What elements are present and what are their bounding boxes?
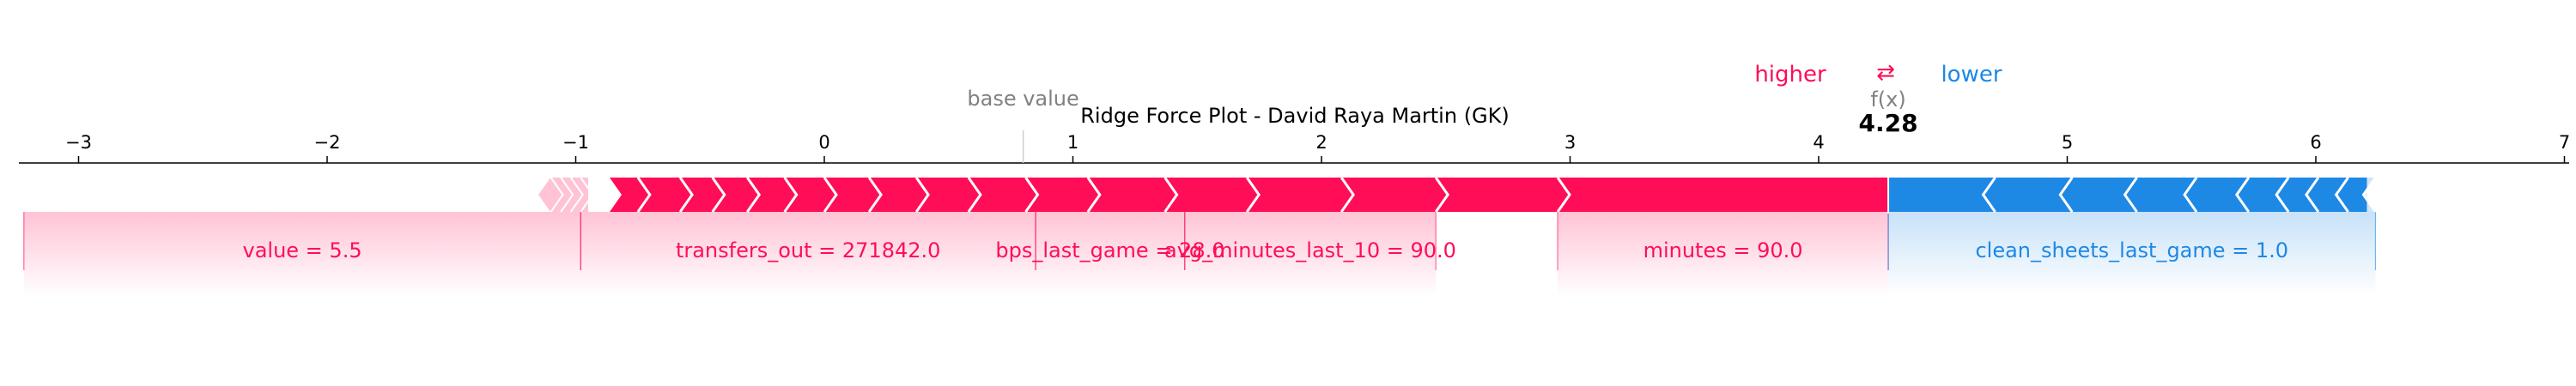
positive-force-segment [1558, 178, 1889, 212]
positive-force-segment [637, 178, 693, 212]
legend-arrows-icon: ⇄ [1876, 60, 1895, 86]
legend-higher: higher [1754, 62, 1826, 87]
segment-separator [2334, 177, 2349, 213]
segment-separator [2058, 177, 2074, 213]
legend-lower: lower [1941, 62, 2002, 87]
segment-separator [606, 177, 622, 213]
feature-label-layer: value = 5.5 transfers_out = 271842.0 bps_l… [23, 212, 2377, 296]
segment-separator [550, 177, 564, 213]
fx-value: 4.28 [1859, 109, 1918, 137]
segment-separator [1024, 177, 1040, 213]
segment-separator [2183, 177, 2198, 213]
segment-separator [597, 177, 611, 213]
segment-separator [636, 177, 652, 213]
label-fade [1888, 212, 2376, 296]
x-axis: −3 −2 −1 0 1 2 3 4 5 6 7 [19, 132, 2570, 164]
label-fade [1558, 212, 1889, 296]
segment-separator [711, 177, 726, 213]
feature-label-group: minutes = 90.0 [1557, 212, 1889, 296]
negative-force-segment [2124, 178, 2197, 212]
segment-separator [1245, 177, 1261, 213]
negative-force-segment [2236, 178, 2289, 212]
x-tick-label: 4 [1813, 132, 1824, 153]
positive-force-segment [1164, 178, 1260, 212]
force-bar-layer [538, 176, 2377, 214]
positive-force-segment [608, 178, 650, 212]
segment-separator [1556, 177, 1571, 213]
positive-force-segment [747, 178, 797, 212]
label-fade [1036, 212, 1185, 296]
base-value-label: base value [967, 87, 1078, 111]
x-tick-label: 2 [1315, 132, 1327, 153]
positive-force-segment [1025, 178, 1100, 212]
feature-label-group: clean_sheets_last_game = 1.0 [1887, 212, 2377, 296]
positive-force-segment [1087, 178, 1177, 212]
segment-separator [1981, 177, 1996, 213]
negative-force-segment [2306, 178, 2348, 212]
x-tick-label: −3 [65, 132, 92, 153]
segment-separator [560, 177, 574, 213]
feature-label-group: transfers_out = 271842.0 [580, 212, 1036, 296]
positive-force-segment [916, 178, 981, 212]
fx-label: f(x) [1870, 87, 1905, 112]
segment-separator [580, 177, 594, 213]
positive-force-segment [869, 178, 929, 212]
segment-separator [783, 177, 799, 213]
positive-force-segment [1436, 178, 1571, 212]
segment-separator [2235, 177, 2251, 213]
positive-force-segment [824, 178, 882, 212]
negative-force-segment [2184, 178, 2249, 212]
feature-label: value = 5.5 [243, 238, 362, 262]
feature-label: avg_minutes_last_10 = 90.0 [1164, 238, 1456, 262]
x-tick-label: 7 [2559, 132, 2570, 153]
segment-separator [2123, 177, 2138, 213]
segment-separator [1434, 177, 1450, 213]
x-tick-label: −1 [562, 132, 589, 153]
segment-separator [590, 177, 605, 213]
negative-force-segment [2276, 178, 2318, 212]
label-fade [580, 212, 1036, 296]
segment-separator [2305, 177, 2320, 213]
segment-separator [823, 177, 838, 213]
label-fade [23, 212, 581, 296]
x-tick-label: 5 [2062, 132, 2073, 153]
negative-force-segment [2060, 178, 2137, 212]
segment-separator [967, 177, 982, 213]
segment-separator [678, 177, 694, 213]
segment-separator [569, 177, 584, 213]
feature-label: minutes = 90.0 [1643, 238, 1803, 262]
segment-separator [2275, 177, 2290, 213]
x-tick-label: 1 [1067, 132, 1078, 153]
x-tick-label: 6 [2310, 132, 2321, 153]
segment-separator [746, 177, 762, 213]
chart-title: Ridge Force Plot - David Raya Martin (GK… [1080, 104, 1510, 128]
negative-force-segment [1983, 178, 2073, 212]
x-tick-label: 3 [1564, 132, 1576, 153]
feature-label-group: avg_minutes_last_10 = 90.0 [1164, 212, 1456, 296]
x-tick-label: 0 [818, 132, 829, 153]
segment-separator [1086, 177, 1102, 213]
feature-label: transfers_out = 271842.0 [676, 238, 940, 262]
negative-force-segment [2336, 178, 2376, 212]
segment-separator [1340, 177, 1355, 213]
positive-force-segment [1247, 178, 1354, 212]
feature-label: clean_sheets_last_game = 1.0 [1975, 238, 2288, 262]
positive-force-segment [784, 178, 836, 212]
label-fade [1184, 212, 1437, 296]
negative-force-segment [1888, 178, 1996, 212]
positive-force-segment [680, 178, 725, 212]
x-tick-label: −2 [314, 132, 341, 153]
positive-force-segment [968, 178, 1038, 212]
feature-label-group: value = 5.5 [23, 212, 581, 296]
positive-force-segment [712, 178, 760, 212]
segment-separator [867, 177, 883, 213]
positive-force-segment [1341, 178, 1449, 212]
segment-separator [1163, 177, 1179, 213]
segment-separator [914, 177, 930, 213]
segment-separator [2361, 177, 2377, 213]
